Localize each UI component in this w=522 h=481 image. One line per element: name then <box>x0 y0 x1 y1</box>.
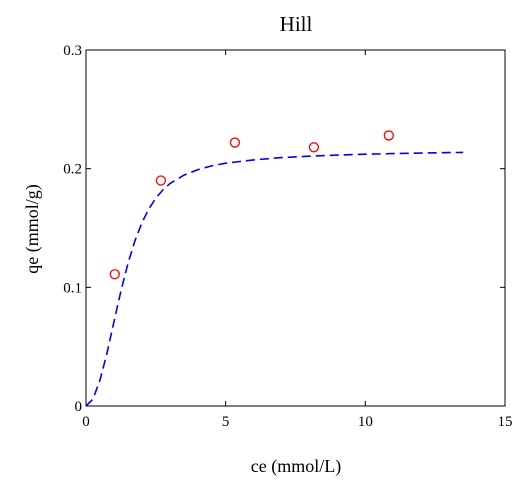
y-tick-label: 0.1 <box>63 280 82 296</box>
plot-frame <box>85 49 506 407</box>
y-axis-label: qe (mmol/g) <box>22 184 43 273</box>
data-point <box>229 137 241 148</box>
data-point <box>383 130 394 141</box>
fit-curve-line <box>85 151 464 407</box>
x-axis-label: ce (mmol/L) <box>251 456 341 477</box>
data-point <box>308 142 320 153</box>
x-tick-label: 5 <box>222 414 230 430</box>
y-tick-label: 0.3 <box>63 43 82 59</box>
data-point <box>155 175 167 186</box>
x-tick-label: 15 <box>498 414 513 430</box>
y-tick-label: 0 <box>75 399 83 415</box>
x-tick-label: 10 <box>358 414 373 430</box>
y-tick-label: 0.2 <box>63 162 82 178</box>
x-tick-label: 0 <box>82 414 90 430</box>
chart-title: Hill <box>280 12 313 36</box>
data-point <box>109 269 120 280</box>
plot-area: 0 5 10 15 0 0.1 0.2 0.3 <box>63 43 512 430</box>
